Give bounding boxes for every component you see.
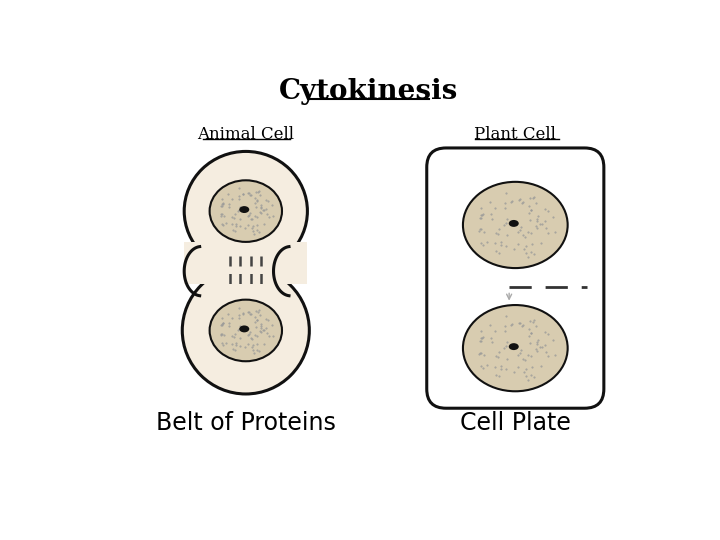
Text: Cell Plate: Cell Plate: [460, 411, 571, 435]
Ellipse shape: [182, 267, 310, 394]
Ellipse shape: [210, 300, 282, 361]
Ellipse shape: [463, 305, 567, 392]
Text: Belt of Proteins: Belt of Proteins: [156, 411, 336, 435]
Ellipse shape: [509, 343, 519, 350]
FancyBboxPatch shape: [427, 148, 604, 408]
Text: Animal Cell: Animal Cell: [197, 126, 294, 143]
Ellipse shape: [509, 220, 519, 227]
Ellipse shape: [463, 182, 567, 268]
Ellipse shape: [210, 180, 282, 242]
Bar: [184, 242, 307, 284]
Text: Plant Cell: Plant Cell: [474, 126, 557, 143]
Bar: [203, 256, 289, 284]
Ellipse shape: [239, 326, 249, 333]
Text: Cytokinesis: Cytokinesis: [279, 78, 459, 105]
Ellipse shape: [239, 206, 249, 213]
Ellipse shape: [184, 151, 307, 271]
